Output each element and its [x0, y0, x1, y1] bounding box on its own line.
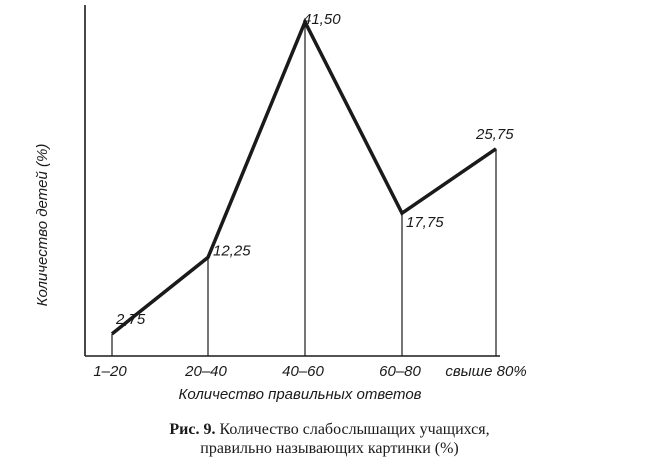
figure-caption: Рис. 9. Количество слабослышащих учащихс…: [0, 420, 659, 458]
y-axis-title: Количество детей (%): [34, 144, 51, 307]
series-line: [110, 17, 497, 336]
data-labels: 2,75 12,25 41,50 17,75 25,75: [115, 11, 514, 328]
figure-label: Рис. 9.: [169, 421, 216, 438]
caption-line-1: Рис. 9. Количество слабослышащих учащихс…: [0, 420, 659, 439]
data-label-2: 41,50: [303, 11, 341, 28]
x-tick-label-3: 60–80: [379, 363, 421, 380]
x-axis-title: Количество правильных ответов: [178, 386, 421, 403]
x-tick-label-2: 40–60: [282, 363, 324, 380]
data-label-0: 2,75: [115, 311, 146, 328]
data-label-3: 17,75: [406, 214, 444, 231]
data-label-4: 25,75: [475, 126, 514, 143]
x-tick-label-1: 20–40: [184, 363, 227, 380]
caption-text-1: Количество слабослышащих учащихся,: [219, 421, 490, 438]
caption-line-2: правильно называющих картинки (%): [200, 440, 459, 457]
x-tick-label-4: свыше 80%: [445, 363, 526, 380]
x-tick-label-0: 1–20: [93, 363, 127, 380]
drop-lines: [111, 22, 497, 356]
x-tick-labels: 1–20 20–40 40–60 60–80 свыше 80%: [93, 363, 526, 380]
data-label-1: 12,25: [213, 242, 251, 259]
